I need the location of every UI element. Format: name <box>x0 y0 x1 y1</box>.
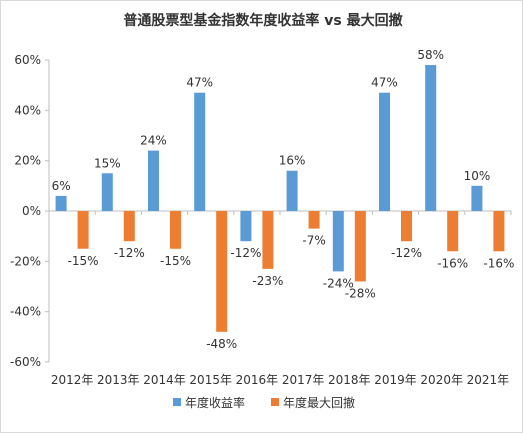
bar <box>354 211 366 282</box>
data-label: -16% <box>483 256 514 270</box>
x-tick-label: 2014年 <box>143 373 186 387</box>
x-tick-label: 2013年 <box>97 373 140 387</box>
data-label: -23% <box>252 274 283 288</box>
data-label: -15% <box>68 254 99 268</box>
bar <box>447 211 459 252</box>
bar <box>194 92 206 211</box>
y-axis: 60% 40% 20% 0% -20% -40% -60% <box>10 53 50 369</box>
bar <box>471 185 483 211</box>
bar <box>286 170 298 211</box>
x-tick-label: 2019年 <box>374 373 417 387</box>
data-label: -28% <box>345 286 376 300</box>
bar <box>240 211 252 242</box>
bar <box>77 211 89 249</box>
data-label: -12% <box>114 246 145 260</box>
data-label: 47% <box>371 76 398 90</box>
x-axis: 2012年 2013年 2014年 2015年 2016年 2017年 2018年 2019年… <box>48 210 512 387</box>
x-tick-label: 2018年 <box>328 373 371 387</box>
legend-label: 年度最大回撤 <box>283 395 355 410</box>
data-label: -48% <box>206 337 237 351</box>
bar <box>379 92 390 211</box>
legend-label: 年度收益率 <box>185 395 245 410</box>
bar <box>216 211 228 332</box>
bar <box>425 65 437 212</box>
x-tick-label: 2021年 <box>467 373 510 387</box>
y-tick-label: -20% <box>10 254 41 268</box>
chart-title: 普通股票型基金指数年度收益率 vs 最大回撤 <box>123 12 402 29</box>
data-label: -7% <box>302 234 325 248</box>
x-tick-label: 2015年 <box>189 373 232 387</box>
data-label: 16% <box>279 154 306 168</box>
legend: 年度收益率 年度最大回撤 <box>173 395 355 410</box>
data-labels: 6% 15% 24% 47% -12% 16% -24% 47% 58% 10% -15% -12% -… <box>52 48 515 351</box>
bars <box>55 65 505 332</box>
x-tick-label: 2012年 <box>51 373 94 387</box>
x-tick-label: 2020年 <box>420 373 463 387</box>
bar <box>55 195 67 211</box>
legend-swatch <box>173 398 181 406</box>
legend-swatch <box>271 398 279 406</box>
data-label: -12% <box>230 246 261 260</box>
data-label: 15% <box>94 156 121 170</box>
data-label: 24% <box>140 134 167 148</box>
data-label: 47% <box>186 76 213 90</box>
data-label: -24% <box>323 276 354 290</box>
bar <box>123 211 135 242</box>
data-label: -16% <box>437 256 468 270</box>
bar <box>401 211 412 242</box>
y-tick-label: 60% <box>14 53 41 67</box>
data-label: 6% <box>52 179 71 193</box>
bar <box>101 173 113 211</box>
bar <box>308 211 320 229</box>
bar <box>262 211 274 269</box>
bar <box>493 211 505 252</box>
y-tick-label: 40% <box>14 103 41 117</box>
data-label: 10% <box>464 169 491 183</box>
x-tick-label: 2016年 <box>236 373 279 387</box>
data-label: 58% <box>417 48 444 62</box>
bar <box>332 211 344 272</box>
x-tick-label: 2017年 <box>282 373 325 387</box>
y-tick-label: -40% <box>10 305 41 319</box>
data-label: -15% <box>160 254 191 268</box>
y-tick-label: 0% <box>22 204 41 218</box>
bar <box>148 150 159 211</box>
bar <box>170 211 181 249</box>
y-tick-label: 20% <box>14 154 41 168</box>
y-tick-label: -60% <box>10 355 41 369</box>
data-label: -12% <box>391 246 422 260</box>
